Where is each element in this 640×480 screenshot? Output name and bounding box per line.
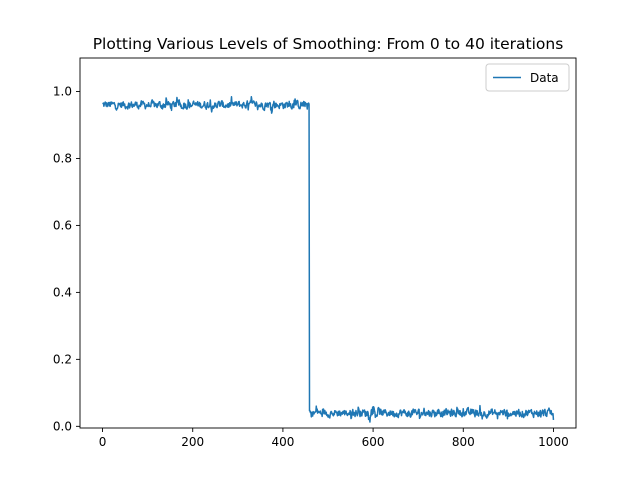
x-tick-label: 200 [181, 435, 204, 449]
legend-frame [485, 63, 570, 92]
plot-area [79, 57, 577, 429]
legend: Data [485, 63, 570, 92]
chart-title: Plotting Various Levels of Smoothing: Fr… [93, 35, 564, 53]
x-tick-label: 0 [99, 435, 107, 449]
y-tick-label: 0.6 [53, 218, 72, 232]
y-tick-label: 0.8 [53, 151, 72, 165]
series-line-data [102, 95, 555, 423]
plot-frame [79, 57, 577, 429]
x-tick-label: 400 [271, 435, 294, 449]
x-tick-label: 1000 [538, 435, 569, 449]
legend-label-data: Data [530, 71, 559, 85]
x-tick-label: 800 [452, 435, 475, 449]
y-tick-label: 0.0 [53, 419, 72, 433]
x-tick-label: 600 [362, 435, 385, 449]
y-tick-label: 0.4 [53, 285, 72, 299]
y-tick-label: 1.0 [53, 84, 72, 98]
y-axis: 0.0 0.2 0.4 0.6 0.8 1.0 [53, 84, 80, 433]
x-axis: 0 200 400 600 800 1000 [99, 428, 569, 449]
y-tick-label: 0.2 [53, 352, 72, 366]
